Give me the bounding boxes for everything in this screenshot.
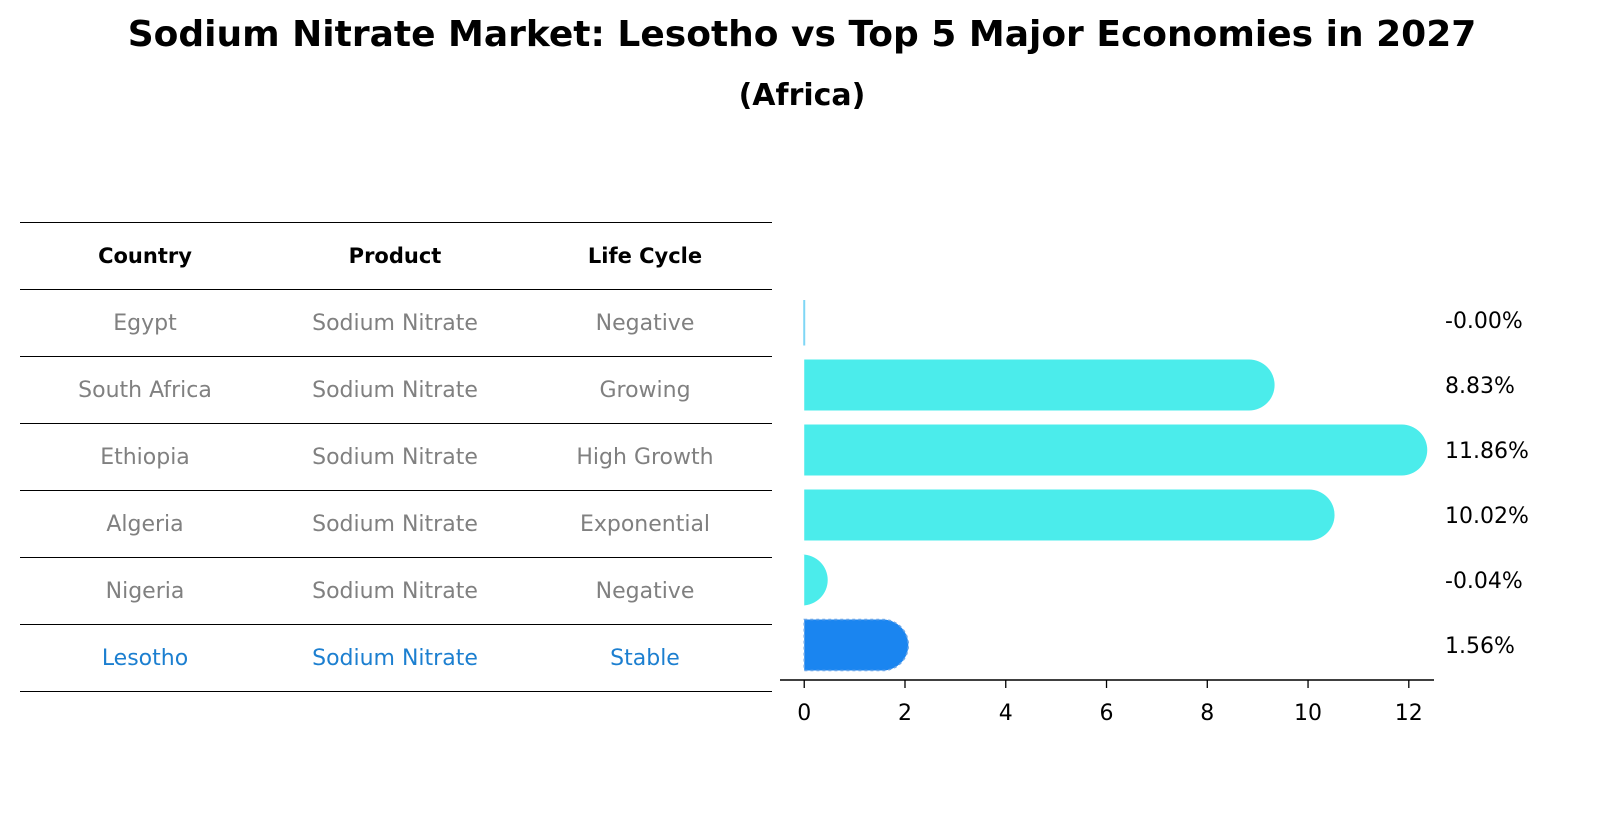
life-cycle-cell: Exponential — [579, 511, 711, 537]
x-tick-label: 4 — [999, 701, 1013, 726]
x-tick-label: 12 — [1395, 701, 1423, 726]
table-header-row: Country Product Life Cycle — [20, 222, 772, 290]
country-cell: Lesotho — [101, 645, 189, 671]
product-cell: Sodium Nitrate — [312, 444, 478, 470]
table-row: Nigeria Sodium Nitrate Negative — [20, 558, 772, 625]
bar — [804, 359, 1275, 411]
header-life-cycle: Life Cycle — [587, 244, 703, 268]
bar — [804, 424, 1428, 476]
life-cycle-cell: High Growth — [576, 444, 714, 470]
product-cell: Sodium Nitrate — [312, 645, 478, 671]
chart-title: Sodium Nitrate Market: Lesotho vs Top 5 … — [127, 14, 1477, 55]
table-row: South Africa Sodium Nitrate Growing — [20, 357, 772, 424]
x-tick-label: 10 — [1294, 701, 1322, 726]
product-cell: Sodium Nitrate — [312, 310, 478, 336]
header-country: Country — [98, 244, 192, 268]
life-cycle-cell: Growing — [599, 377, 691, 403]
x-tick-label: 0 — [797, 701, 811, 726]
chart-subtitle: (Africa) — [738, 78, 866, 113]
table-row: Algeria Sodium Nitrate Exponential — [20, 491, 772, 558]
value-label: 10.02% — [1445, 504, 1529, 529]
comparison-table: Country Product Life Cycle Egypt Sodium … — [20, 222, 772, 692]
table-row-highlighted: Lesotho Sodium Nitrate Stable — [20, 625, 772, 692]
life-cycle-cell: Negative — [595, 310, 695, 336]
bar — [802, 554, 828, 606]
country-cell: Algeria — [106, 511, 184, 537]
value-label: 1.56% — [1445, 634, 1515, 659]
x-tick-label: 8 — [1200, 701, 1214, 726]
bar — [804, 489, 1335, 541]
country-cell: Egypt — [113, 310, 177, 336]
product-cell: Sodium Nitrate — [312, 511, 478, 537]
life-cycle-cell: Stable — [610, 645, 680, 671]
country-cell: South Africa — [78, 377, 212, 403]
table-row: Ethiopia Sodium Nitrate High Growth — [20, 424, 772, 491]
bar — [803, 618, 910, 672]
x-tick-label: 2 — [898, 701, 912, 726]
x-tick-label: 6 — [1100, 701, 1114, 726]
growth-bar-chart: -0.00% 8.83% 11.86% 10.02% -0.04% 1.56% 0 2 4 6 8 1… — [780, 300, 1529, 726]
value-label: -0.00% — [1445, 309, 1523, 334]
product-cell: Sodium Nitrate — [312, 377, 478, 403]
value-label: 8.83% — [1445, 374, 1515, 399]
value-label: -0.04% — [1445, 569, 1523, 594]
value-label: 11.86% — [1445, 439, 1529, 464]
product-cell: Sodium Nitrate — [312, 578, 478, 604]
country-cell: Nigeria — [105, 578, 185, 604]
life-cycle-cell: Negative — [595, 578, 695, 604]
header-product: Product — [348, 244, 442, 268]
country-cell: Ethiopia — [100, 444, 190, 470]
table-row: Egypt Sodium Nitrate Negative — [20, 290, 772, 357]
